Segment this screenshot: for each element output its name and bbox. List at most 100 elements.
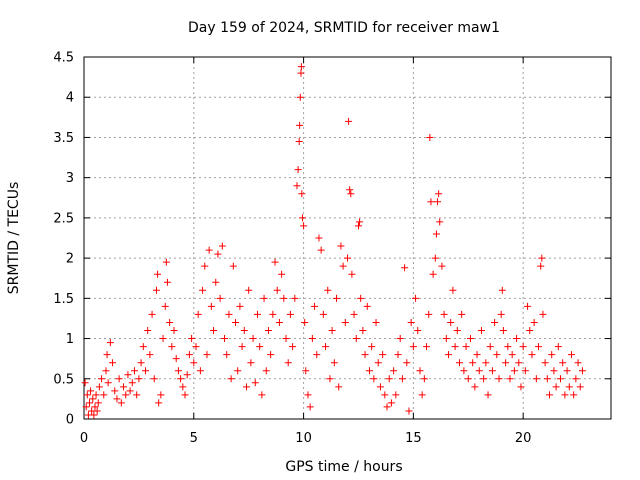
data-point xyxy=(177,375,185,383)
data-point xyxy=(475,367,483,375)
data-point xyxy=(434,198,442,206)
data-point xyxy=(480,375,488,383)
data-point xyxy=(405,407,413,415)
data-point xyxy=(543,375,551,383)
data-point xyxy=(333,294,341,302)
data-point xyxy=(229,262,237,270)
data-point xyxy=(445,351,453,359)
data-point xyxy=(131,367,139,375)
data-point xyxy=(337,242,345,250)
data-point xyxy=(98,375,106,383)
data-point xyxy=(207,302,215,310)
data-point xyxy=(335,383,343,391)
data-point xyxy=(552,383,560,391)
data-point xyxy=(159,335,167,343)
data-point xyxy=(81,379,89,387)
data-point xyxy=(170,327,178,335)
data-point xyxy=(89,395,97,403)
data-point xyxy=(403,359,411,367)
data-point xyxy=(190,359,198,367)
data-point xyxy=(294,166,302,174)
data-point xyxy=(293,182,301,190)
data-point xyxy=(431,254,439,262)
data-point xyxy=(185,351,193,359)
data-point xyxy=(418,391,426,399)
data-point xyxy=(308,335,316,343)
y-tick-label: 2 xyxy=(66,252,74,267)
data-point xyxy=(298,190,306,198)
data-point xyxy=(218,242,226,250)
data-point xyxy=(304,391,312,399)
data-point xyxy=(504,343,512,351)
data-point xyxy=(247,359,255,367)
data-point xyxy=(361,351,369,359)
grid-lines xyxy=(84,57,611,419)
data-point xyxy=(510,367,518,375)
data-point xyxy=(359,327,367,335)
data-point xyxy=(368,343,376,351)
data-point xyxy=(258,391,266,399)
data-point xyxy=(326,375,334,383)
data-point xyxy=(124,371,132,379)
data-point xyxy=(453,327,461,335)
data-point xyxy=(166,318,174,326)
data-point xyxy=(466,335,474,343)
data-point xyxy=(556,375,564,383)
data-point xyxy=(546,391,554,399)
x-tick-labels: 0 5 10 15 20 xyxy=(80,431,532,446)
data-point xyxy=(345,117,353,125)
data-point xyxy=(432,230,440,238)
data-point xyxy=(574,359,582,367)
data-point xyxy=(152,286,160,294)
data-point xyxy=(271,258,279,266)
data-point xyxy=(350,310,358,318)
data-point xyxy=(339,262,347,270)
data-point xyxy=(521,367,529,375)
data-point xyxy=(214,250,222,258)
y-tick-label: 0.5 xyxy=(53,372,74,387)
data-point xyxy=(234,367,242,375)
data-point xyxy=(354,222,362,230)
data-point xyxy=(85,399,93,407)
data-point xyxy=(286,310,294,318)
data-point xyxy=(91,403,99,411)
data-point xyxy=(541,359,549,367)
data-point xyxy=(212,278,220,286)
data-point xyxy=(387,399,395,407)
data-point xyxy=(554,343,562,351)
data-point xyxy=(455,359,463,367)
y-tick-label: 1.5 xyxy=(53,292,74,307)
data-point xyxy=(565,383,573,391)
data-point xyxy=(477,327,485,335)
data-point xyxy=(344,254,351,262)
data-point xyxy=(348,270,356,278)
data-point xyxy=(440,310,448,318)
data-point xyxy=(199,286,207,294)
data-point xyxy=(92,391,100,399)
data-point xyxy=(537,262,545,270)
data-point xyxy=(491,318,499,326)
data-point xyxy=(357,294,365,302)
data-point xyxy=(245,286,253,294)
x-tick-label: 10 xyxy=(295,431,312,446)
data-point xyxy=(267,351,275,359)
data-point xyxy=(317,246,325,254)
data-point xyxy=(236,302,244,310)
y-tick-labels: 0 0.5 1 1.5 2 2.5 3 3.5 4 4.5 xyxy=(53,51,74,428)
data-point xyxy=(306,403,314,411)
data-point xyxy=(513,335,521,343)
data-point xyxy=(346,186,354,194)
data-point xyxy=(295,137,303,145)
data-point xyxy=(451,343,459,351)
y-tick-label: 3.5 xyxy=(53,131,74,146)
data-point xyxy=(264,327,272,335)
data-point xyxy=(275,318,283,326)
data-point xyxy=(313,351,321,359)
data-point xyxy=(442,335,450,343)
data-point xyxy=(482,359,490,367)
data-point xyxy=(216,294,224,302)
data-point xyxy=(95,383,103,391)
data-point xyxy=(146,351,154,359)
data-point xyxy=(301,318,309,326)
data-point xyxy=(104,379,112,387)
